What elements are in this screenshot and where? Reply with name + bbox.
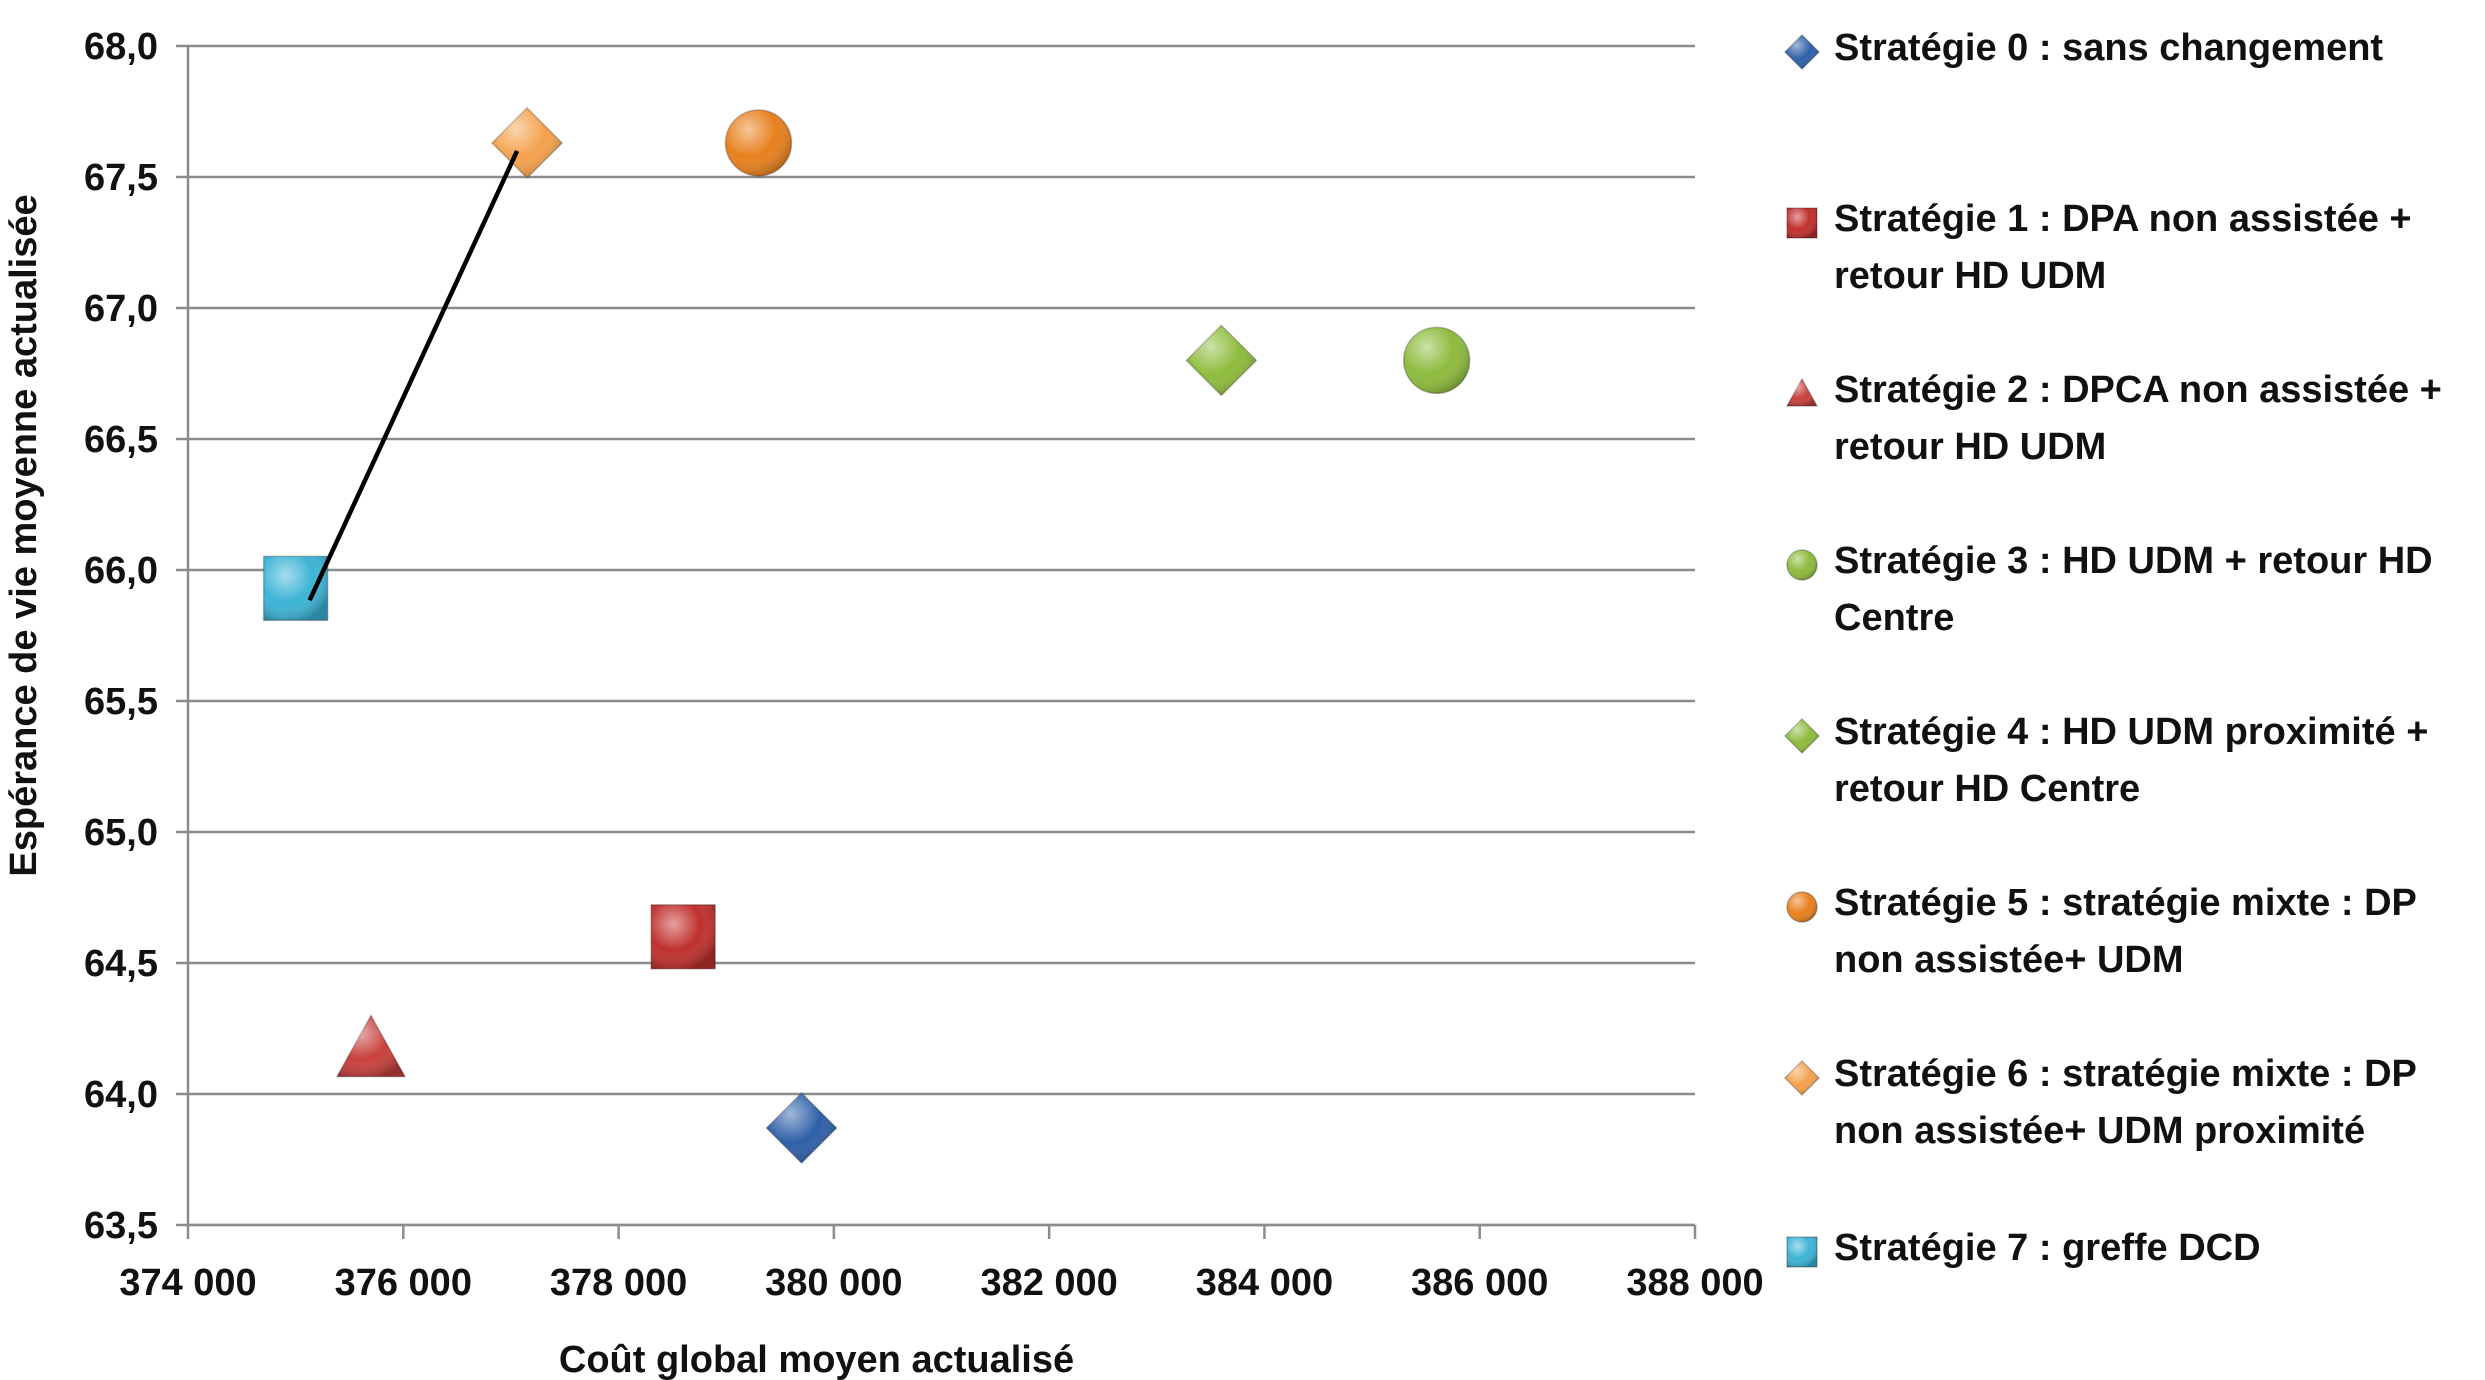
x-axis-title: Coût global moyen actualisé: [559, 1339, 1074, 1380]
legend-label-line: Stratégie 1 : DPA non assistée +: [1834, 198, 2412, 240]
legend-marker-shape: [1783, 1059, 1821, 1097]
y-tick-label: 65,5: [84, 681, 158, 723]
legend-label: Stratégie 7 : greffe DCD: [1834, 1220, 2482, 1277]
legend-label-line: Stratégie 7 : greffe DCD: [1834, 1227, 2261, 1269]
legend: Stratégie 0 : sans changement Stratégie 1…: [1782, 20, 2482, 1320]
legend-marker-triangle: [1785, 377, 1819, 407]
x-tick-label: 380 000: [765, 1262, 902, 1304]
data-point-strategie-3: [1402, 326, 1471, 395]
data-point-strategie-4: [1185, 324, 1258, 397]
legend-marker-shape: [1786, 207, 1818, 239]
legend-label-line: Stratégie 2 : DPCA non assistée +: [1834, 369, 2442, 411]
data-point-strategie-1: [650, 904, 716, 970]
legend-label-line: Stratégie 6 : stratégie mixte : DP: [1834, 1053, 2417, 1095]
y-tick-label: 63,5: [84, 1205, 158, 1247]
data-point-strategie-7: [262, 555, 329, 622]
y-tick-label: 64,0: [84, 1074, 158, 1116]
legend-marker-shape: [1785, 377, 1819, 407]
legend-marker-diamond: [1783, 33, 1821, 71]
x-tick-label: 374 000: [119, 1262, 256, 1304]
legend-marker-shape: [1786, 1236, 1818, 1268]
legend-label: Stratégie 0 : sans changement: [1834, 20, 2482, 77]
legend-label-line: Centre: [1834, 597, 1955, 639]
legend-marker-circle: [1786, 891, 1818, 923]
data-point-strategie-6: [491, 106, 564, 180]
legend-label: Stratégie 4 : HD UDM proximité + retour H…: [1834, 704, 2482, 818]
data-points: [262, 106, 1471, 1165]
y-tick-label: 65,0: [84, 812, 158, 854]
y-axis-title: Espérance de vie moyenne actualisée: [3, 194, 45, 876]
legend-label-line: retour HD Centre: [1834, 768, 2141, 810]
y-tick-label: 64,5: [84, 943, 158, 985]
x-tick-label: 378 000: [550, 1262, 687, 1304]
data-point-strategie-5: [724, 109, 793, 177]
x-tick-label: 382 000: [980, 1262, 1117, 1304]
legend-marker-shape: [1783, 717, 1821, 755]
y-tick-label: 67,0: [84, 288, 158, 330]
x-tick-label: 384 000: [1196, 1262, 1333, 1304]
legend-marker-diamond: [1783, 717, 1821, 755]
y-tick-label: 66,0: [84, 550, 158, 592]
legend-label: Stratégie 5 : stratégie mixte : DP non as…: [1834, 875, 2482, 989]
x-tick-label: 376 000: [335, 1262, 472, 1304]
legend-label-line: Stratégie 3 : HD UDM + retour HD: [1834, 540, 2433, 582]
legend-marker-shape: [1783, 33, 1821, 71]
x-tick-label: 386 000: [1411, 1262, 1548, 1304]
legend-label-line: retour HD UDM: [1834, 255, 2107, 297]
legend-marker-diamond: [1783, 1059, 1821, 1097]
legend-label-line: retour HD UDM: [1834, 426, 2107, 468]
legend-label-line: Stratégie 5 : stratégie mixte : DP: [1834, 882, 2417, 924]
legend-label: Stratégie 6 : stratégie mixte : DP non as…: [1834, 1046, 2482, 1160]
legend-marker-circle: [1786, 549, 1818, 581]
legend-label: Stratégie 3 : HD UDM + retour HD Centre: [1834, 533, 2482, 647]
axes: [176, 44, 1697, 1239]
data-point-strategie-0: [765, 1091, 838, 1165]
data-point-strategie-2: [335, 1013, 407, 1078]
x-tick-label: 388 000: [1626, 1262, 1763, 1304]
tick-labels: 63,5 64,0 64,5 65,0 65,5 66,0 66,5 67,0 67,5 68,0…: [84, 26, 1764, 1304]
legend-label-line: non assistée+ UDM proximité: [1834, 1110, 2366, 1152]
legend-marker-square: [1786, 207, 1818, 239]
y-tick-label: 66,5: [84, 419, 158, 461]
legend-marker-shape: [1786, 891, 1818, 923]
legend-marker-square: [1786, 1236, 1818, 1268]
legend-label: Stratégie 2 : DPCA non assistée + retour …: [1834, 362, 2482, 476]
gridlines: [188, 44, 1695, 1227]
legend-label-line: Stratégie 4 : HD UDM proximité +: [1834, 711, 2429, 753]
y-tick-label: 67,5: [84, 157, 158, 199]
legend-label-line: Stratégie 0 : sans changement: [1834, 27, 2384, 69]
y-tick-label: 68,0: [84, 26, 158, 68]
legend-label: Stratégie 1 : DPA non assistée + retour H…: [1834, 191, 2482, 305]
frontier-line: [307, 149, 520, 602]
legend-marker-shape: [1786, 549, 1818, 581]
legend-label-line: non assistée+ UDM: [1834, 939, 2184, 981]
